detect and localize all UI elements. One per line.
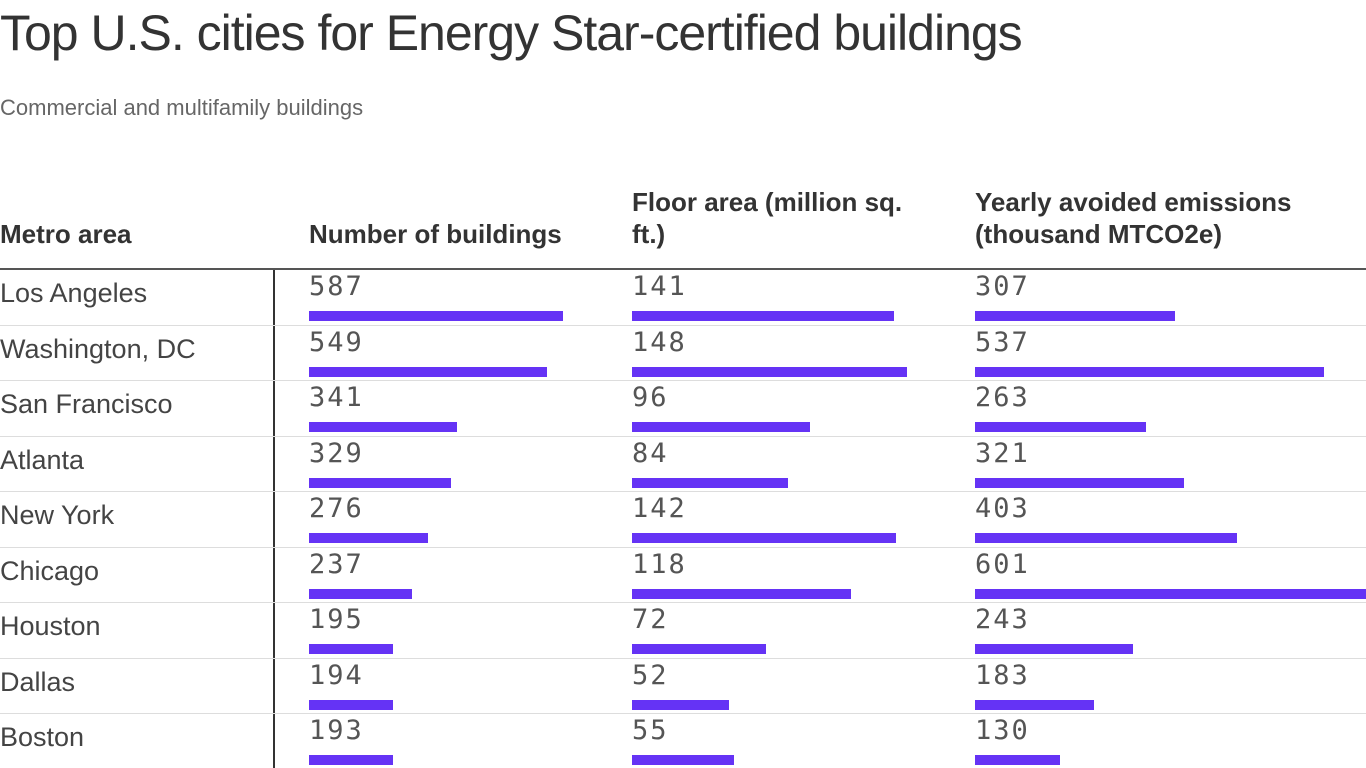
row-separator bbox=[0, 435, 1366, 437]
bar bbox=[632, 588, 852, 599]
value-label: 52 bbox=[632, 659, 669, 691]
metro-name: Chicago bbox=[0, 555, 100, 586]
value-label: 72 bbox=[632, 604, 669, 635]
bar bbox=[975, 588, 1366, 599]
column-header: Metro area bbox=[0, 219, 132, 249]
value-label: 84 bbox=[632, 437, 669, 469]
metro-name: Boston bbox=[0, 722, 85, 752]
value-label: 276 bbox=[309, 493, 364, 524]
bar bbox=[975, 311, 1175, 321]
bar bbox=[309, 644, 394, 654]
bar bbox=[975, 533, 1238, 543]
value-label: 549 bbox=[309, 326, 364, 358]
bar bbox=[309, 533, 429, 543]
value-label: 307 bbox=[975, 271, 1030, 302]
value-label: 118 bbox=[632, 548, 687, 580]
value-label: 194 bbox=[309, 659, 364, 691]
value-label: 263 bbox=[975, 382, 1030, 413]
column-header: Yearly avoided emissions (thousand MTCO2… bbox=[975, 187, 1292, 249]
metro-name: Dallas bbox=[0, 666, 76, 697]
value-label: 587 bbox=[309, 271, 364, 302]
metro-name: Los Angeles bbox=[0, 278, 148, 308]
row-separator bbox=[0, 324, 1366, 326]
title: Top U.S. cities for Energy Star-certifie… bbox=[0, 5, 1023, 61]
bar bbox=[632, 422, 811, 432]
value-label: 341 bbox=[309, 382, 364, 413]
value-label: 142 bbox=[632, 493, 687, 524]
value-label: 601 bbox=[975, 548, 1030, 580]
bar bbox=[309, 311, 563, 321]
column-header: Floor area (million sq. ft.) bbox=[632, 187, 903, 249]
value-label: 537 bbox=[975, 326, 1030, 358]
bar bbox=[632, 755, 735, 765]
bar bbox=[975, 422, 1147, 432]
value-label: 321 bbox=[975, 437, 1030, 469]
value-label: 183 bbox=[975, 659, 1030, 691]
bar bbox=[975, 366, 1325, 377]
value-label: 329 bbox=[309, 437, 364, 469]
bar bbox=[632, 311, 894, 321]
bar bbox=[309, 755, 393, 765]
bar bbox=[975, 477, 1184, 488]
bar bbox=[975, 699, 1095, 710]
bar bbox=[632, 366, 907, 377]
value-label: 148 bbox=[632, 326, 687, 358]
metro-name: New York bbox=[0, 500, 115, 530]
metro-name: Washington, DC bbox=[0, 333, 196, 364]
metro-name: Atlanta bbox=[0, 444, 85, 475]
bar bbox=[309, 366, 547, 377]
bar bbox=[632, 477, 789, 488]
row-separator bbox=[0, 380, 1366, 381]
row-separator bbox=[0, 713, 1366, 714]
bar bbox=[632, 699, 729, 710]
bar bbox=[309, 699, 393, 710]
row-separator bbox=[0, 602, 1366, 603]
bar bbox=[309, 422, 457, 432]
value-label: 403 bbox=[975, 493, 1030, 524]
value-label: 243 bbox=[975, 604, 1030, 635]
value-label: 130 bbox=[975, 715, 1030, 746]
value-label: 141 bbox=[632, 271, 687, 302]
column-divider bbox=[273, 270, 275, 768]
metro-name: San Francisco bbox=[0, 389, 173, 419]
bar bbox=[309, 588, 412, 599]
bar bbox=[975, 644, 1134, 654]
subtitle: Commercial and multifamily buildings bbox=[0, 95, 364, 120]
value-label: 237 bbox=[309, 548, 364, 580]
value-label: 96 bbox=[632, 382, 669, 413]
bar bbox=[632, 644, 766, 654]
value-label: 193 bbox=[309, 715, 364, 746]
bar bbox=[309, 477, 452, 488]
value-label: 195 bbox=[309, 604, 364, 635]
value-label: 55 bbox=[632, 715, 669, 746]
row-separator bbox=[0, 546, 1366, 548]
column-header: Number of buildings bbox=[309, 219, 562, 249]
metro-name: Houston bbox=[0, 611, 101, 641]
row-separator bbox=[0, 657, 1366, 659]
bar bbox=[632, 533, 896, 543]
row-separator bbox=[0, 491, 1366, 492]
bar bbox=[975, 755, 1060, 765]
header-rule bbox=[0, 268, 1366, 270]
